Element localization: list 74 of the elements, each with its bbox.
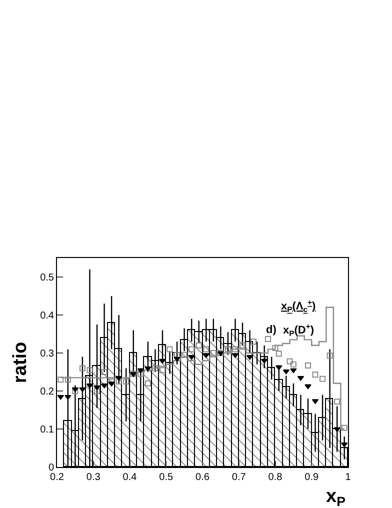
point (144, 366, 152, 372)
point (334, 398, 340, 405)
point (264, 336, 271, 342)
point (304, 362, 311, 369)
point (341, 424, 348, 431)
point (108, 378, 115, 384)
point (64, 376, 71, 383)
point (86, 367, 93, 374)
x-tick-label: 0.6 (196, 472, 210, 483)
point (174, 356, 180, 362)
annotation: x$_{P}$(D$^{+}$) (283, 322, 314, 338)
x-tick-label: 0.7 (232, 472, 246, 483)
point (282, 369, 290, 374)
point (58, 376, 64, 383)
y-tick-label: 0.3 (40, 348, 54, 360)
point (159, 358, 166, 364)
point (250, 338, 256, 345)
point (203, 346, 210, 352)
point (144, 380, 151, 386)
point (224, 346, 231, 352)
point (159, 367, 166, 374)
x-axis-title: x$_{P}$ (281, 300, 292, 314)
point (123, 378, 130, 384)
point (320, 376, 326, 382)
point (312, 372, 318, 378)
y-tick-label: 0 (48, 462, 54, 474)
point (174, 352, 180, 358)
point (286, 358, 293, 364)
point (260, 358, 268, 364)
x-tick-label: 1 (345, 472, 352, 483)
point (79, 387, 86, 392)
point (115, 376, 122, 381)
point (290, 361, 296, 368)
point (64, 394, 72, 400)
point (334, 427, 340, 432)
x-tick-label: 0.2 (50, 472, 64, 483)
point (101, 369, 108, 375)
point (276, 365, 282, 370)
annotation: d) (266, 324, 277, 336)
y-tick-label: 0.1 (40, 424, 54, 436)
point (94, 385, 100, 390)
point (290, 368, 297, 374)
point (152, 365, 158, 372)
point (340, 442, 348, 448)
point (276, 350, 282, 357)
x-tick-label: 0.4 (122, 472, 138, 483)
point (210, 350, 216, 356)
point (196, 342, 202, 348)
text: (Λ$_{c}$$^{+}$) (292, 298, 316, 314)
text: x$_{P}$ (326, 486, 346, 508)
point (94, 388, 100, 394)
y-tick-label: 0.2 (40, 386, 54, 398)
y-tick-label: 0.5 (40, 272, 54, 284)
y-axis-title: ratio (10, 342, 31, 384)
point (232, 346, 238, 352)
x-tick-label: 0.5 (159, 472, 174, 483)
x-tick-label: 0.9 (304, 472, 320, 483)
point (166, 346, 173, 352)
point (108, 382, 115, 386)
point (297, 376, 304, 381)
point (138, 370, 144, 377)
y-tick-label: 0.4 (40, 310, 54, 322)
point (272, 345, 278, 352)
point (304, 384, 312, 390)
point (240, 342, 246, 348)
point (79, 365, 86, 372)
point (326, 352, 333, 359)
point (188, 355, 195, 360)
point (57, 394, 64, 400)
point (188, 346, 195, 352)
point (116, 378, 122, 384)
point (181, 352, 188, 358)
x-tick-label: 0.3 (86, 472, 101, 483)
x-tick-label: 0.8 (268, 472, 283, 483)
